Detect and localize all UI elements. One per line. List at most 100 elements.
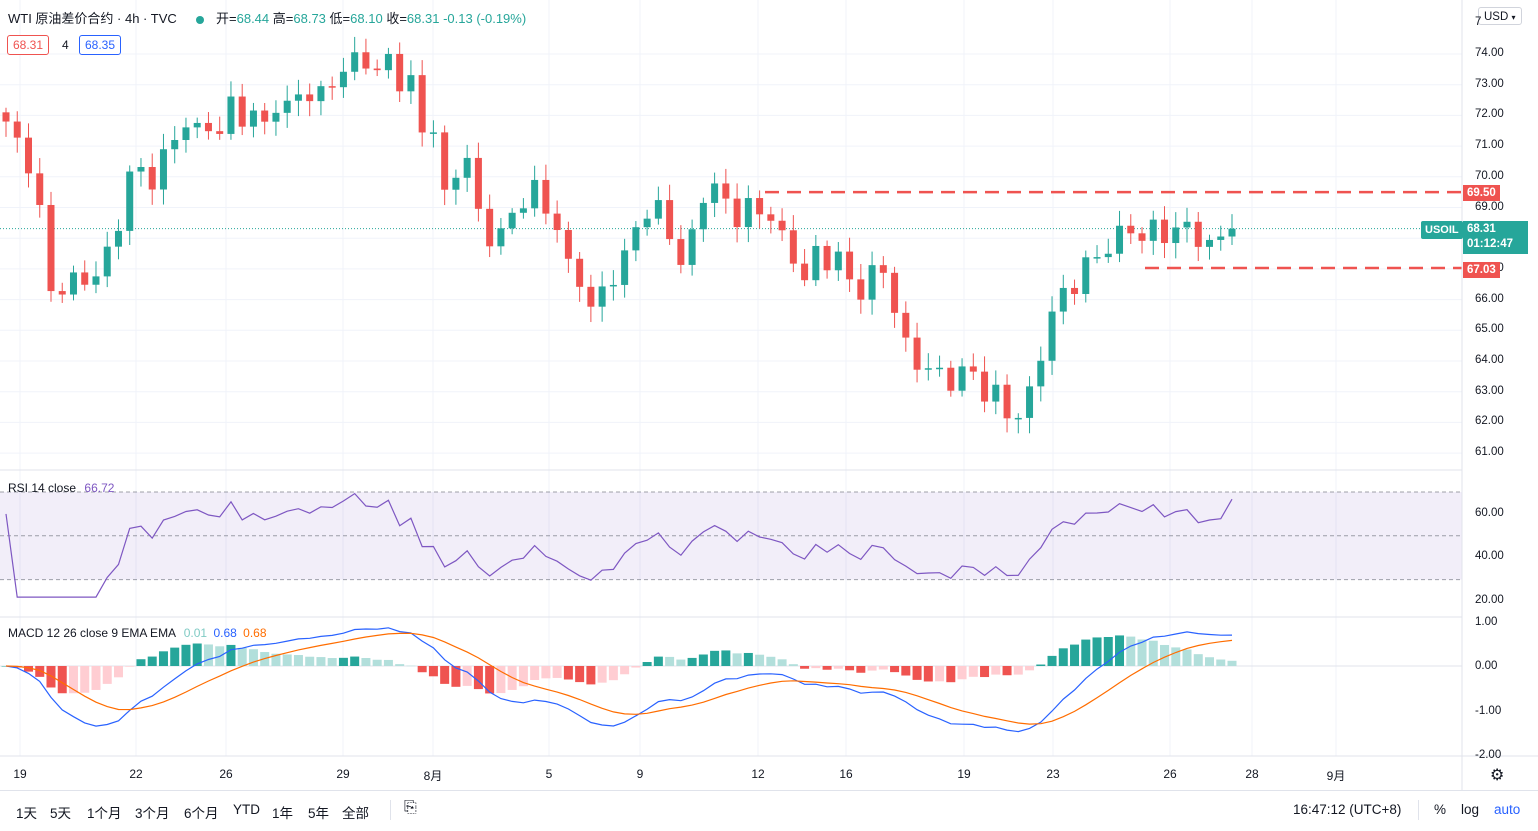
- macd-histogram-bar: [248, 649, 258, 666]
- macd-histogram-bar: [777, 659, 787, 666]
- macd-histogram-bar: [845, 666, 855, 671]
- currency-selector[interactable]: USD ▾: [1478, 7, 1522, 25]
- macd-histogram-bar: [800, 666, 810, 669]
- price-axis-label: 73.00: [1475, 77, 1504, 90]
- macd-histogram-bar: [642, 662, 652, 666]
- change-value: -0.13 (-0.19%): [443, 11, 527, 26]
- range-button[interactable]: 全部: [342, 806, 369, 821]
- support-tag: 67.03: [1463, 262, 1500, 278]
- range-button[interactable]: YTD: [233, 802, 260, 817]
- candle-body: [339, 71, 347, 88]
- macd-histogram-bar: [440, 666, 450, 684]
- candle-body: [81, 272, 89, 285]
- candle-body: [204, 122, 212, 132]
- candle-body: [317, 86, 325, 102]
- candle-body: [486, 208, 494, 247]
- last-price-tag: 68.31 01:12:47: [1463, 221, 1528, 254]
- candle-body: [474, 157, 482, 209]
- macd-histogram-bar: [147, 656, 157, 666]
- auto-toggle[interactable]: auto: [1494, 802, 1521, 817]
- candle-body: [1161, 219, 1169, 244]
- candle-body: [553, 213, 561, 231]
- price-axis-label: 62.00: [1475, 415, 1504, 428]
- candle-body: [632, 227, 640, 251]
- candle-body: [801, 263, 809, 281]
- macd-histogram-bar: [1182, 649, 1192, 666]
- candle-body: [294, 94, 302, 101]
- candle-body: [216, 131, 224, 134]
- candle-body: [1048, 311, 1056, 361]
- macd-histogram-bar: [271, 653, 281, 666]
- candle-body: [148, 167, 156, 190]
- range-button[interactable]: 3个月: [135, 806, 170, 821]
- macd-histogram-bar: [518, 666, 528, 687]
- candle-body: [351, 52, 359, 72]
- candle-body: [24, 137, 32, 174]
- rsi-title[interactable]: RSI 14 close: [8, 481, 77, 495]
- candle-body: [767, 214, 775, 221]
- time-axis-label: 22: [129, 767, 143, 781]
- candle-body: [733, 198, 741, 228]
- candle-body: [1037, 360, 1045, 387]
- high-value: 68.73: [293, 11, 326, 26]
- macd-histogram-bar: [1193, 654, 1203, 666]
- log-toggle[interactable]: log: [1461, 802, 1480, 817]
- range-button[interactable]: 6个月: [184, 806, 219, 821]
- candle-body: [272, 112, 280, 122]
- symbol-title[interactable]: WTI 原油差价合约 · 4h · TVC: [8, 11, 177, 26]
- horizontal-levels: [0, 190, 1462, 270]
- candle-body: [846, 251, 854, 280]
- macd-histogram-bar: [1025, 666, 1035, 671]
- range-button[interactable]: 5天: [50, 806, 72, 821]
- macd-histogram-bar: [620, 666, 630, 675]
- candle-body: [238, 96, 246, 127]
- range-button[interactable]: 5年: [308, 806, 330, 821]
- last-price-value: 68.31: [1467, 223, 1496, 235]
- macd-histogram-bar: [125, 666, 135, 667]
- macd-signal-value: 0.68: [243, 626, 267, 640]
- percent-toggle[interactable]: %: [1434, 802, 1447, 817]
- macd-axis-0: 0.00: [1475, 660, 1498, 672]
- candle-body: [227, 96, 235, 134]
- candle-body: [1149, 219, 1157, 241]
- candle-body: [879, 265, 887, 273]
- candle-body: [902, 312, 910, 338]
- candle-body: [924, 368, 932, 370]
- low-value: 68.10: [350, 11, 383, 26]
- macd-histogram-bar: [563, 666, 573, 680]
- candle-body: [913, 337, 921, 370]
- goto-date-icon[interactable]: ⎘: [404, 799, 417, 816]
- macd-histogram-bar: [901, 666, 911, 676]
- candle-body: [576, 258, 584, 287]
- price-axis-label: 69.00: [1475, 200, 1504, 213]
- candle-body: [519, 208, 527, 213]
- rsi-legend: RSI 14 close 66.72: [8, 481, 114, 495]
- macd-histogram-bar: [665, 656, 675, 666]
- range-button[interactable]: 1年: [272, 806, 294, 821]
- macd-hist-value: 0.01: [183, 626, 208, 640]
- macd-axis-neg2: -2.00: [1475, 749, 1502, 761]
- macd-histogram-bar: [158, 651, 168, 666]
- time-axis-label: 26: [1163, 767, 1177, 781]
- ask-badge[interactable]: 68.35: [79, 35, 122, 55]
- range-button[interactable]: 1天: [16, 806, 38, 821]
- macd-histogram-bar: [530, 666, 540, 681]
- candle-body: [429, 132, 437, 134]
- macd-histogram-bar: [766, 656, 776, 666]
- macd-histogram-bar: [80, 666, 90, 693]
- candle-body: [396, 53, 404, 92]
- clock-time[interactable]: 16:47:12 (UTC+8): [1293, 802, 1402, 817]
- resistance-tag: 69.50: [1463, 185, 1500, 201]
- time-axis-label: 12: [751, 767, 765, 781]
- rsi-series: [5, 492, 1233, 598]
- macd-title[interactable]: MACD 12 26 close 9 EMA EMA: [8, 626, 176, 640]
- bid-badge[interactable]: 68.31: [7, 35, 50, 55]
- macd-histogram-bar: [395, 664, 405, 666]
- range-button[interactable]: 1个月: [87, 806, 122, 821]
- candle-body: [756, 198, 764, 215]
- candle-body: [103, 246, 111, 277]
- macd-histogram-bar: [1103, 637, 1113, 666]
- macd-histogram-bar: [890, 666, 900, 673]
- settings-gear-icon[interactable]: ⚙: [1490, 767, 1505, 784]
